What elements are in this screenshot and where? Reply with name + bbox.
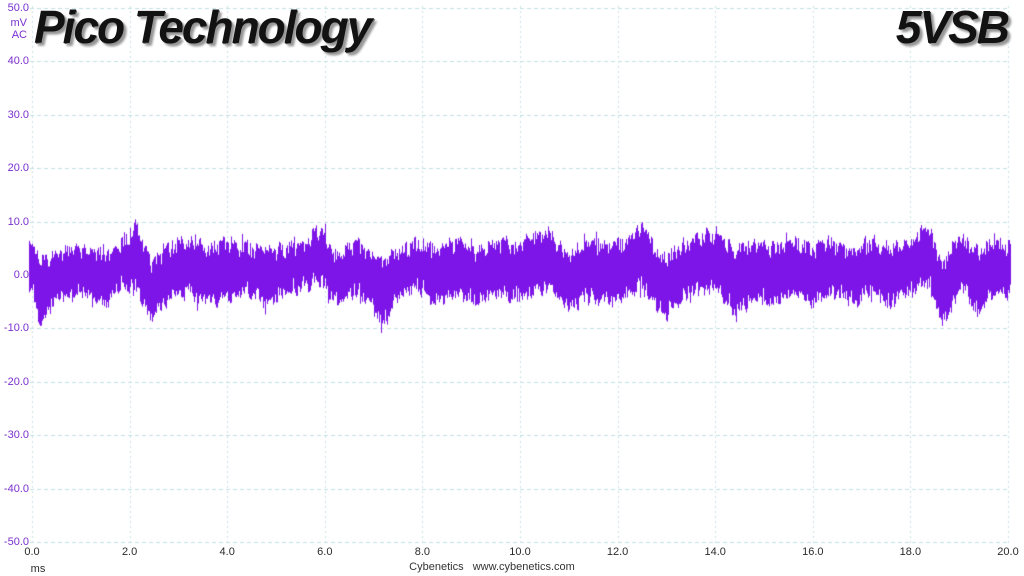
y-tick-label: -30.0 [3,429,29,442]
x-tick-label: 12.0 [606,546,629,558]
y-axis-unit-ac: AC [11,29,27,41]
y-axis-unit-mv: mV [10,17,28,29]
y-tick-label: 30.0 [7,108,29,121]
x-tick-label: 16.0 [802,546,824,558]
x-tick-label: 6.0 [317,546,333,558]
y-tick-label: 20.0 [7,162,29,175]
footer-credit: Cybenetics www.cybenetics.com [409,561,575,573]
y-tick-label: -50.0 [3,536,29,548]
y-tick-label: -20.0 [3,375,29,388]
x-tick-label: 0.0 [24,546,40,558]
y-tick-label: 0.0 [13,269,29,281]
y-tick-label: 10.0 [7,215,29,228]
y-tick-label: 50.0 [7,2,29,14]
x-tick-label: 14.0 [704,546,726,558]
y-tick-label: -10.0 [3,322,29,335]
x-tick-label: 20.0 [997,546,1019,558]
x-tick-label: 10.0 [509,546,531,558]
x-tick-label: 2.0 [121,546,138,558]
x-tick-label: 18.0 [899,546,922,558]
y-tick-label: -40.0 [3,482,29,495]
x-axis-unit-label: ms [30,563,46,575]
x-tick-label: 4.0 [219,546,235,558]
y-tick-label: 40.0 [7,55,29,68]
page-title: Pico Technology [34,1,372,53]
channel-label: 5VSB [895,1,1010,53]
x-tick-label: 8.0 [414,546,431,558]
